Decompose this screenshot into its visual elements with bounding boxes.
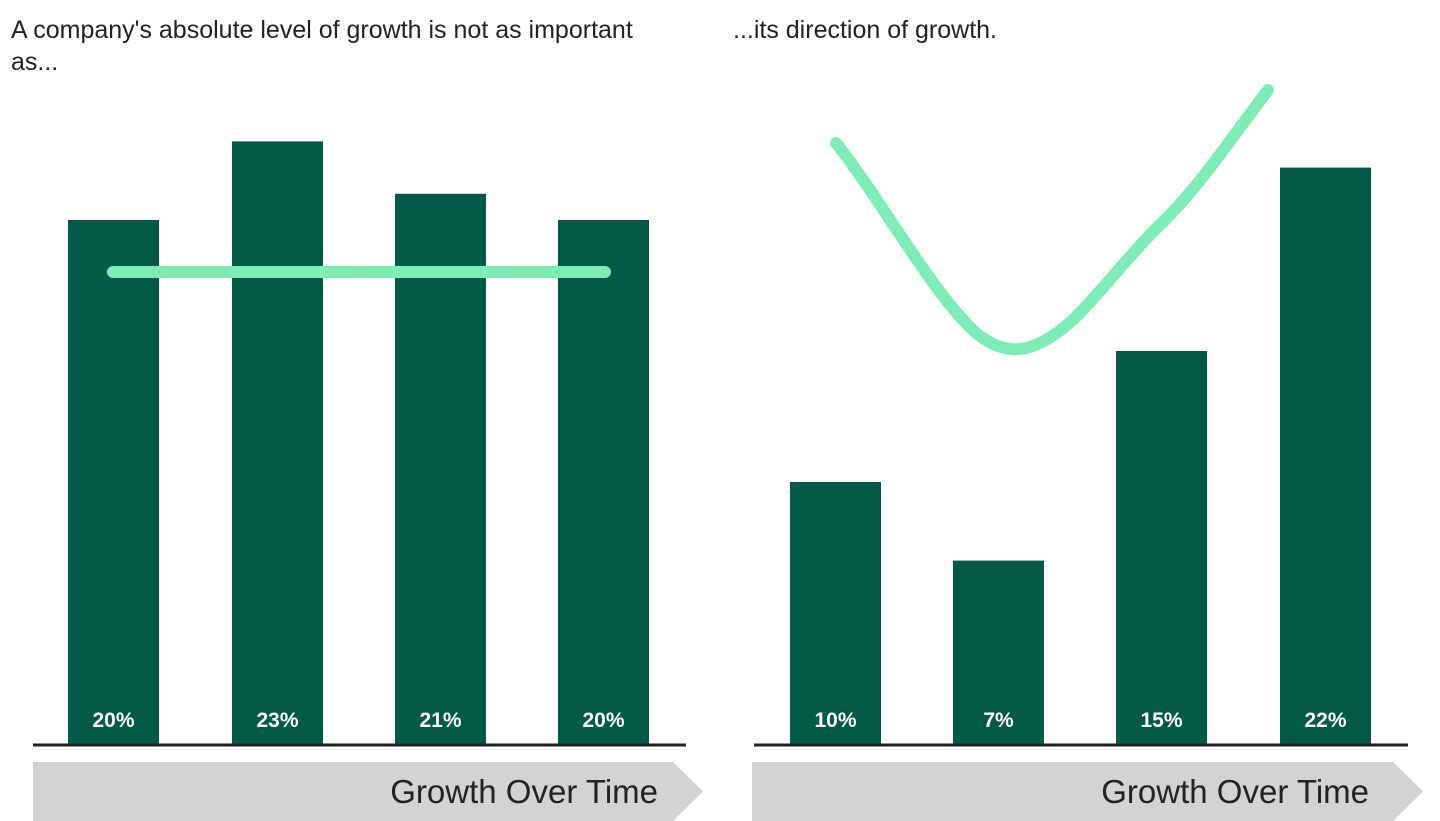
bar-3 bbox=[1116, 351, 1207, 744]
bar-value-label: 22% bbox=[1304, 709, 1346, 732]
x-axis-label: Growth Over Time bbox=[390, 773, 658, 810]
right-chart-title: ...its direction of growth. bbox=[733, 16, 998, 44]
bar-1 bbox=[790, 482, 881, 744]
bar-value-label: 20% bbox=[92, 709, 134, 732]
bar-value-label: 20% bbox=[582, 709, 624, 732]
bar-1 bbox=[68, 220, 159, 744]
bar-4 bbox=[558, 220, 649, 744]
right-bar-chart: 10% 7% 15% 22% Growth Over Time bbox=[752, 84, 1423, 821]
bar-value-label: 21% bbox=[419, 709, 461, 732]
bar-2 bbox=[953, 560, 1044, 744]
x-axis-arrow bbox=[752, 762, 1423, 821]
x-axis-label: Growth Over Time bbox=[1101, 773, 1369, 810]
trend-line bbox=[830, 84, 1274, 356]
bar-value-label: 15% bbox=[1140, 709, 1182, 732]
left-chart-title: A company's absolute level of growth is … bbox=[11, 16, 633, 76]
left-bar-chart: 20% 23% 21% 20% Growth Over Time bbox=[33, 141, 703, 821]
bar-value-label: 7% bbox=[983, 709, 1014, 732]
bar-value-label: 10% bbox=[814, 709, 856, 732]
bar-3 bbox=[395, 193, 486, 745]
bar-value-label: 23% bbox=[256, 709, 298, 732]
x-axis-arrow bbox=[33, 762, 703, 821]
bar-2 bbox=[232, 141, 323, 744]
bar-4 bbox=[1280, 167, 1371, 745]
